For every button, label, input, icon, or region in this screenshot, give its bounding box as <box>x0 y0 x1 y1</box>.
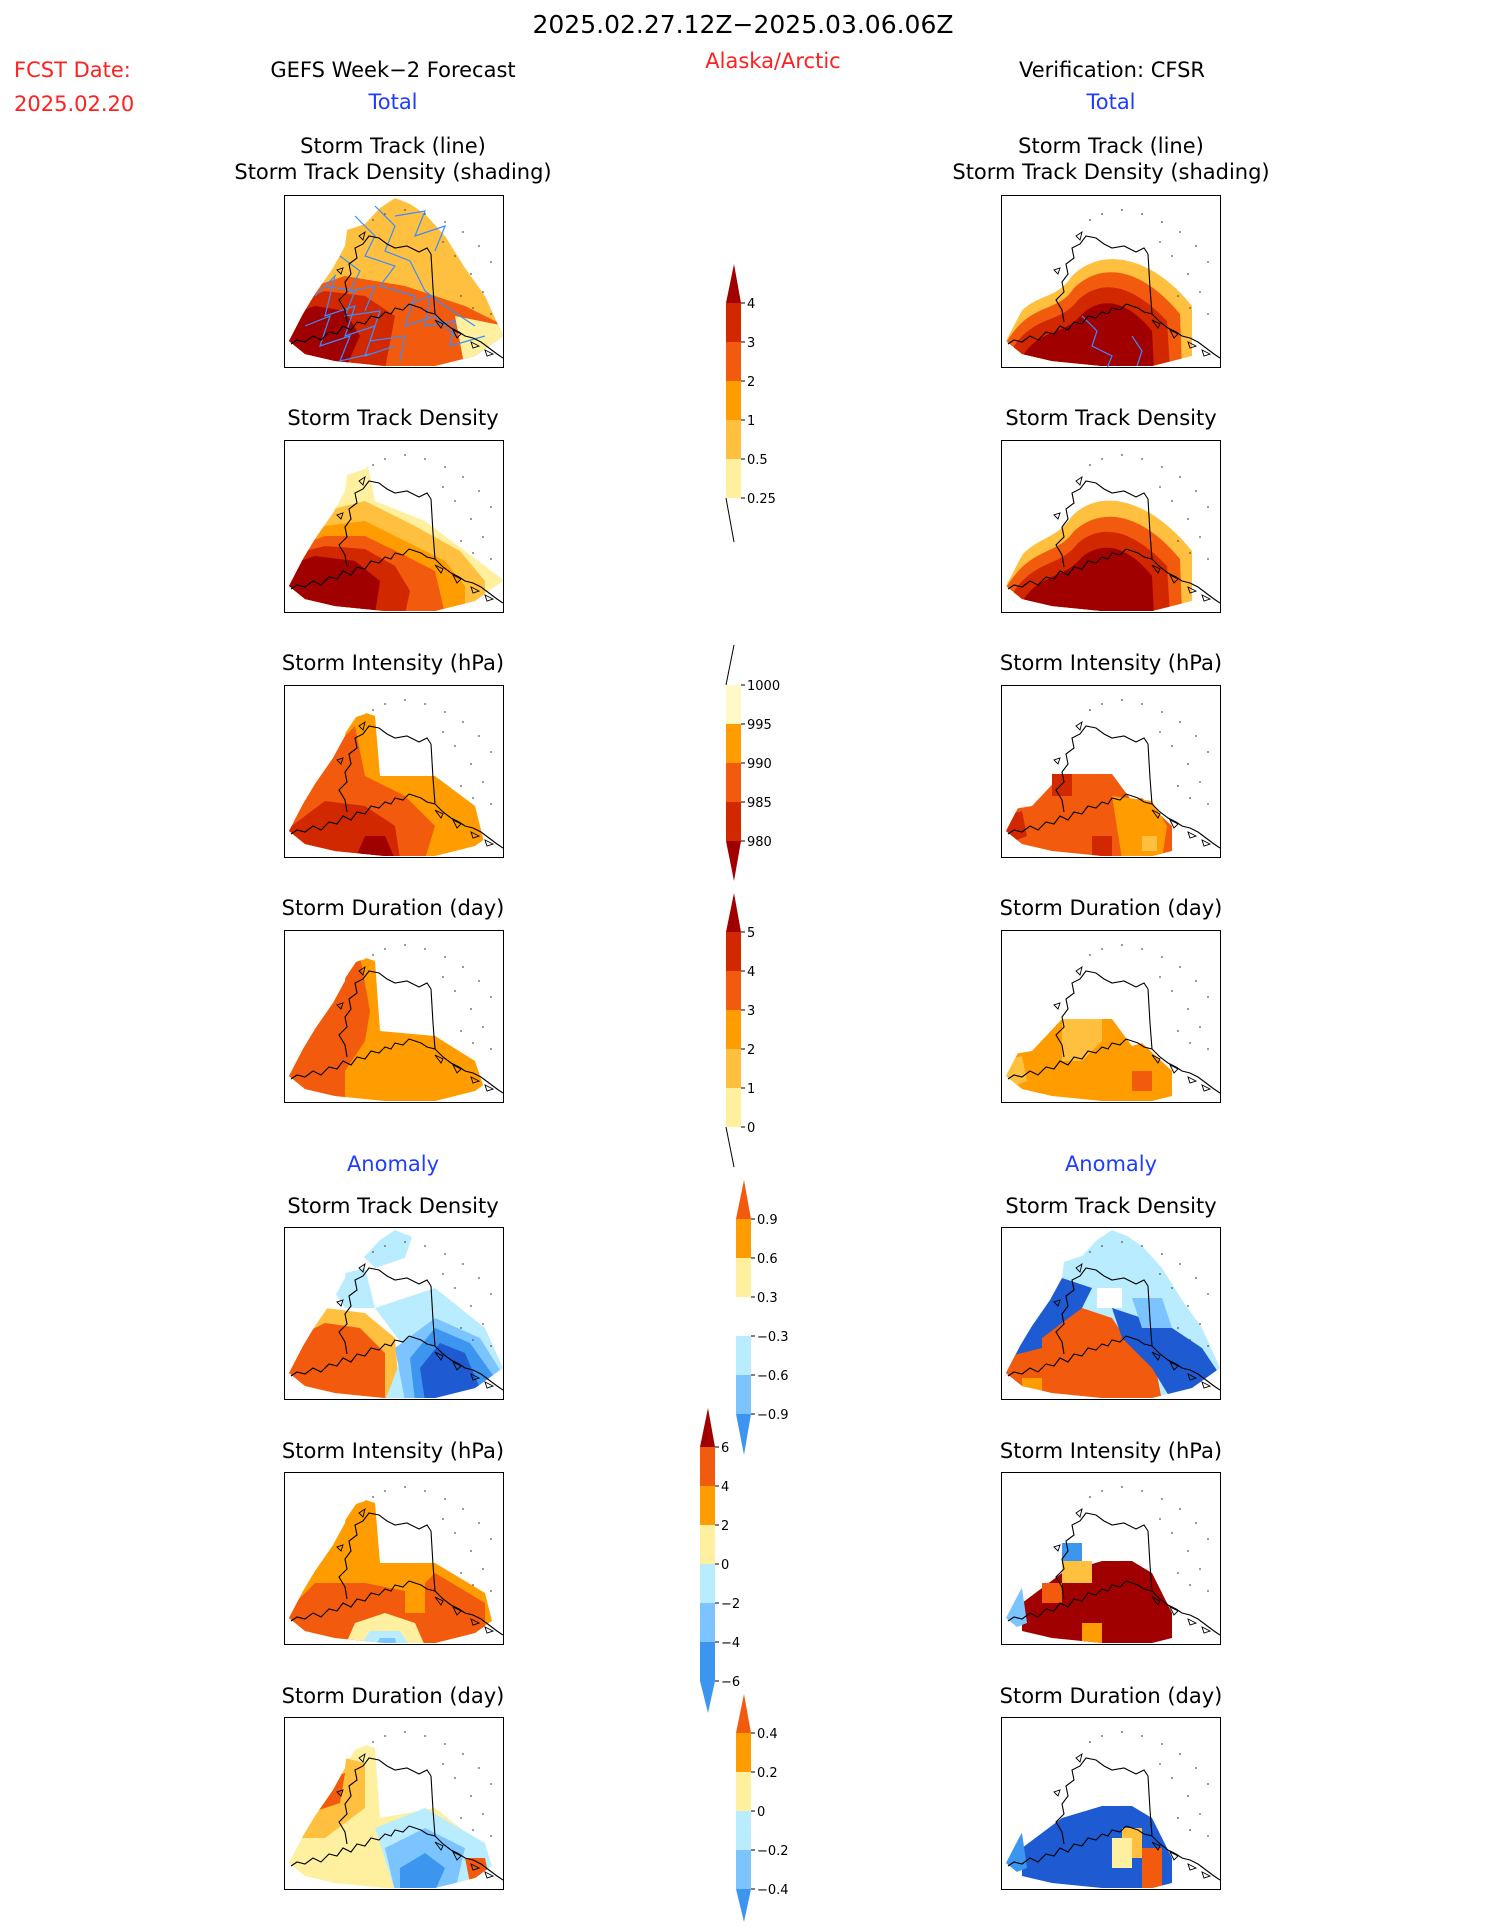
colorbar-intensity-anomaly-tick: 2 <box>721 1519 729 1534</box>
panel-title-intensity-right: Storm Intensity (hPa) <box>999 651 1223 675</box>
colorbar-duration-tick: 4 <box>747 965 755 980</box>
colorbar-intensity-tick: 1000 <box>747 679 780 694</box>
colorbar-intensity-anomaly-tick: 0 <box>721 1558 729 1573</box>
panel-title-intensity-anom-left: Storm Intensity (hPa) <box>281 1439 505 1463</box>
colorbar-duration-anomaly-tick: 0 <box>757 1805 765 1820</box>
map-density-verification-total <box>1001 440 1221 613</box>
colorbar-density-tick: 0.25 <box>747 492 776 507</box>
colorbar-density-anomaly: 0.9 0.6 0.3 −0.3 −0.6 −0.9 <box>736 1180 816 1464</box>
panel-title-density-left: Storm Track Density <box>287 406 499 430</box>
region-title: Alaska/Arctic <box>705 49 841 73</box>
panel-title-track-shading-left: Storm Track Density (shading) <box>234 160 552 184</box>
map-intensity-verification-anomaly <box>1001 1472 1221 1645</box>
colorbar-duration: 5 4 3 2 1 0 <box>725 893 796 1177</box>
colorbar-intensity-tick: 995 <box>747 718 772 733</box>
forecast-period-title: 2025.02.27.12Z−2025.03.06.06Z <box>532 10 954 39</box>
left-section-anomaly: Anomaly <box>346 1152 440 1176</box>
colorbar-intensity-anomaly-tick: −2 <box>721 1597 740 1612</box>
panel-title-intensity-anom-right: Storm Intensity (hPa) <box>999 1439 1223 1463</box>
colorbar-density-anomaly-tick: −0.6 <box>757 1369 789 1384</box>
colorbar-duration-anomaly-tick: 0.2 <box>757 1766 778 1781</box>
colorbar-intensity-anomaly: 6 4 2 0 −2 −4 −6 <box>700 1408 770 1722</box>
left-section-total: Total <box>368 90 418 114</box>
panel-title-duration-anom-left: Storm Duration (day) <box>281 1684 505 1708</box>
map-density-forecast-total <box>284 440 504 613</box>
map-density-verification-anomaly <box>1001 1227 1221 1400</box>
right-column-title: Verification: CFSR <box>1018 58 1206 82</box>
map-track-forecast-total <box>284 195 504 368</box>
map-duration-verification-anomaly <box>1001 1717 1221 1890</box>
panel-title-track-shading-right: Storm Track Density (shading) <box>952 160 1270 184</box>
colorbar-intensity-tick: 985 <box>747 796 772 811</box>
panel-title-intensity-left: Storm Intensity (hPa) <box>281 651 505 675</box>
colorbar-duration-tick: 1 <box>747 1082 755 1097</box>
colorbar-duration-anomaly-tick: −0.4 <box>757 1883 789 1898</box>
colorbar-duration-tick: 5 <box>747 926 755 941</box>
colorbar-intensity-tick: 990 <box>747 757 772 772</box>
right-section-anomaly: Anomaly <box>1064 1152 1158 1176</box>
colorbar-duration-anomaly: 0.4 0.2 0 −0.2 −0.4 <box>736 1694 816 1928</box>
map-duration-forecast-anomaly <box>284 1717 504 1890</box>
colorbar-density-anomaly-tick: −0.3 <box>757 1330 789 1345</box>
panel-title-track-line-right: Storm Track (line) <box>1018 134 1204 158</box>
colorbar-density-tick: 0.5 <box>747 453 768 468</box>
colorbar-density-tick: 3 <box>747 336 755 351</box>
colorbar-intensity-anomaly-tick: −4 <box>721 1636 740 1651</box>
left-column-title: GEFS Week−2 Forecast <box>270 58 516 82</box>
panel-title-track-line-left: Storm Track (line) <box>300 134 486 158</box>
panel-title-density-anom-right: Storm Track Density <box>1005 1194 1217 1218</box>
colorbar-duration-anomaly-tick: 0.4 <box>757 1727 778 1742</box>
map-track-verification-total <box>1001 195 1221 368</box>
panel-title-density-anom-left: Storm Track Density <box>287 1194 499 1218</box>
colorbar-duration-tick: 2 <box>747 1043 755 1058</box>
panel-title-density-right: Storm Track Density <box>1005 406 1217 430</box>
map-intensity-forecast-total <box>284 685 504 858</box>
map-intensity-verification-total <box>1001 685 1221 858</box>
colorbar-density: 4 3 2 1 0.5 0.25 <box>725 264 796 548</box>
colorbar-density-anomaly-tick: −0.9 <box>757 1408 789 1423</box>
map-intensity-forecast-anomaly <box>284 1472 504 1645</box>
panel-title-duration-anom-right: Storm Duration (day) <box>999 1684 1223 1708</box>
right-section-total: Total <box>1086 90 1136 114</box>
colorbar-density-anomaly-tick: 0.6 <box>757 1252 778 1267</box>
map-duration-verification-total <box>1001 930 1221 1103</box>
colorbar-intensity-anomaly-tick: −6 <box>721 1675 740 1690</box>
colorbar-density-tick: 1 <box>747 414 755 429</box>
panel-title-duration-right: Storm Duration (day) <box>999 896 1223 920</box>
colorbar-intensity-tick: 980 <box>747 835 772 850</box>
fcst-date-label: FCST Date: <box>14 58 131 82</box>
colorbar-density-tick: 4 <box>747 297 755 312</box>
colorbar-density-anomaly-tick: 0.3 <box>757 1291 778 1306</box>
colorbar-duration-tick: 0 <box>747 1121 755 1136</box>
colorbar-duration-anomaly-tick: −0.2 <box>757 1844 789 1859</box>
fcst-date-value: 2025.02.20 <box>14 92 135 116</box>
colorbar-intensity-anomaly-tick: 6 <box>721 1441 729 1456</box>
panel-title-duration-left: Storm Duration (day) <box>281 896 505 920</box>
colorbar-intensity: 1000 995 990 985 980 <box>725 644 796 889</box>
colorbar-density-tick: 2 <box>747 375 755 390</box>
map-density-forecast-anomaly <box>284 1227 504 1400</box>
map-duration-forecast-total <box>284 930 504 1103</box>
colorbar-duration-tick: 3 <box>747 1004 755 1019</box>
colorbar-intensity-anomaly-tick: 4 <box>721 1480 729 1495</box>
colorbar-density-anomaly-tick: 0.9 <box>757 1213 778 1228</box>
